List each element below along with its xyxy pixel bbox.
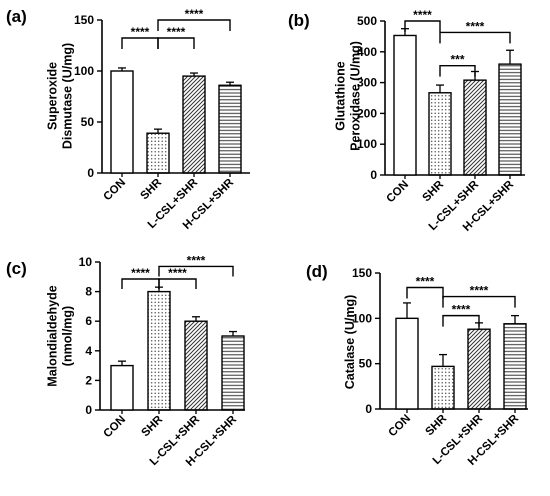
panel-label: (c): [6, 259, 27, 278]
y-tick-label: 200: [357, 106, 377, 120]
bar: [110, 364, 134, 411]
panel-label: (a): [6, 7, 27, 26]
y-tick-label: 10: [79, 255, 93, 269]
bar: [467, 328, 491, 410]
y-axis-label: Superoxide Dismutase (U/mg): [46, 43, 75, 149]
significance-label: ****: [452, 303, 471, 317]
y-tick-label: 400: [357, 45, 377, 59]
significance-label: ****: [167, 25, 186, 39]
significance-bracket: [121, 278, 160, 289]
significance-bracket: [442, 295, 516, 308]
y-tick-label: 100: [74, 64, 94, 78]
bar: [218, 84, 242, 174]
x-tick-label: SHR: [420, 178, 446, 204]
bar: [221, 335, 245, 411]
x-tick-label: SHR: [423, 412, 449, 438]
panel-c: (c) Malondialdehyde (nmol/mg) 0 2 4 6 8 10 CON SHR…: [6, 253, 245, 469]
significance-bracket: [404, 20, 441, 32]
bar: [463, 79, 487, 176]
y-tick-label: 100: [357, 137, 377, 151]
significance-bracket: [157, 19, 231, 31]
x-tick-label: CON: [102, 414, 129, 441]
bar: [182, 75, 206, 174]
significance-label: ****: [168, 266, 187, 280]
y-tick-label: 0: [85, 403, 92, 417]
x-tick-label: SHR: [138, 176, 164, 202]
significance-label: ****: [416, 275, 435, 289]
bar: [503, 323, 527, 410]
y-tick-label: 0: [365, 402, 372, 416]
significance-label: ****: [185, 7, 204, 21]
x-tick-label: CON: [102, 177, 129, 204]
significance-bracket: [439, 64, 476, 77]
y-tick-label: 8: [85, 285, 92, 299]
significance-label: ****: [466, 19, 485, 33]
significance-label: ***: [450, 53, 464, 67]
significance-bracket: [158, 278, 197, 289]
bar: [184, 320, 208, 411]
bar: [110, 70, 134, 174]
bar: [147, 290, 171, 411]
panel-label: (b): [288, 11, 310, 30]
bar: [393, 34, 417, 176]
significance-label: ****: [187, 253, 206, 267]
bar: [395, 317, 419, 410]
panel-label: (d): [306, 262, 328, 281]
significance-label: ****: [131, 25, 150, 39]
y-tick-label: 50: [81, 115, 95, 129]
y-tick-label: 4: [85, 344, 92, 358]
y-axis-label: Glutathione Peroxidase (U/mg): [334, 41, 363, 151]
significance-label: ****: [470, 284, 489, 298]
y-axis-label-line: Dismutase (U/mg): [61, 43, 75, 149]
significance-bracket: [439, 31, 511, 44]
significance-label: ****: [413, 8, 432, 22]
y-tick-label: 6: [85, 314, 92, 328]
y-axis-label-line: Catalase (U/mg): [343, 295, 357, 389]
y-axis-label-line: Glutathione: [334, 61, 348, 130]
x-tick-label: CON: [385, 179, 412, 206]
y-axis-label-line: Malondialdehyde: [46, 285, 60, 386]
y-axis-label-line: (nmol/mg): [61, 306, 75, 366]
x-tick-label: SHR: [139, 413, 165, 439]
y-axis-label: Malondialdehyde (nmol/mg): [46, 285, 75, 386]
y-tick-label: 500: [357, 14, 377, 28]
significance-bracket: [157, 37, 195, 49]
x-tick-label: CON: [387, 413, 414, 440]
significance-bracket: [442, 314, 480, 327]
y-tick-label: 50: [359, 357, 373, 371]
y-axis-label-line: Superoxide: [46, 62, 60, 130]
bar: [498, 63, 522, 176]
y-axis-label: Catalase (U/mg): [343, 295, 357, 389]
y-tick-label: 100: [352, 311, 372, 325]
panel-b: (b) Glutathione Peroxidase (U/mg) 0 100 200 30…: [288, 8, 525, 234]
y-tick-label: 0: [87, 166, 94, 180]
significance-label: ****: [131, 266, 150, 280]
significance-bracket: [121, 37, 159, 49]
y-tick-label: 150: [352, 266, 372, 280]
significance-bracket: [158, 265, 234, 277]
bar: [431, 365, 455, 410]
y-tick-label: 300: [357, 76, 377, 90]
y-tick-label: 150: [74, 13, 94, 27]
y-tick-label: 0: [370, 168, 377, 182]
significance-bracket: [406, 286, 444, 299]
bar: [428, 92, 452, 176]
panel-a: (a) Superoxide Dismutase (U/mg) 0 50 100 150 CO…: [6, 7, 250, 232]
bar: [146, 132, 170, 174]
y-tick-label: 2: [85, 373, 92, 387]
y-axis-label-line: Peroxidase (U/mg): [349, 41, 363, 151]
